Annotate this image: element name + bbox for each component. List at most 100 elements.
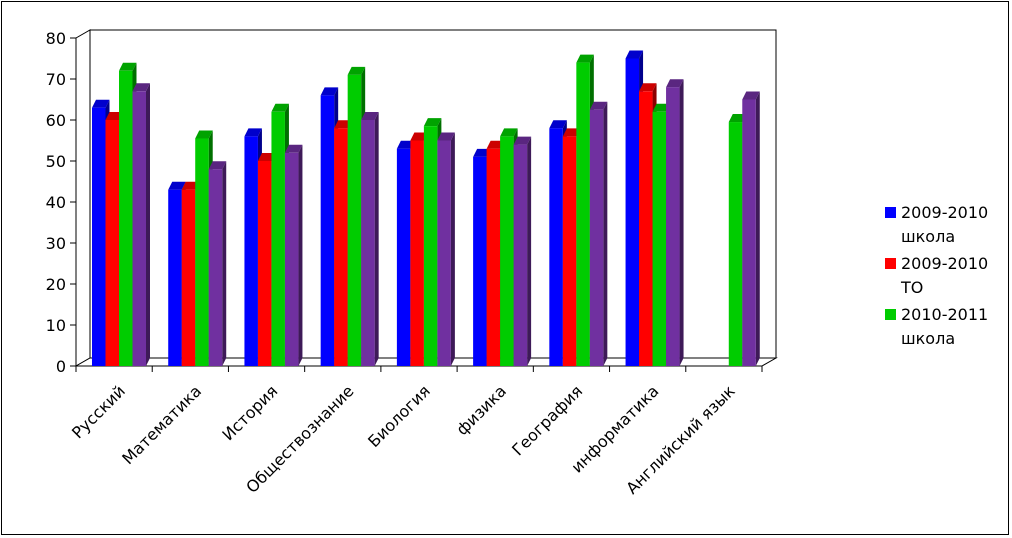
bar-top bbox=[576, 54, 594, 63]
bar-side bbox=[755, 91, 760, 366]
bar-top bbox=[625, 50, 644, 59]
bar-top bbox=[486, 140, 505, 149]
bar-top bbox=[666, 79, 684, 88]
legend-label: ТО bbox=[900, 278, 923, 297]
bar bbox=[92, 107, 106, 366]
bar bbox=[625, 58, 640, 366]
legend-label: 2009-2010 bbox=[901, 254, 988, 273]
y-tick-label: 80 bbox=[46, 29, 66, 48]
legend-label: 2010-2011 bbox=[901, 305, 988, 324]
bar bbox=[347, 74, 362, 367]
bar-top bbox=[473, 148, 491, 157]
category-label: физика bbox=[452, 381, 510, 439]
bar bbox=[473, 156, 487, 366]
bar-top bbox=[639, 83, 657, 92]
bar-top bbox=[549, 120, 567, 129]
bar-top bbox=[423, 118, 442, 127]
y-tick-label: 70 bbox=[46, 70, 66, 89]
bar bbox=[410, 140, 424, 366]
bar bbox=[549, 128, 563, 366]
legend-swatch bbox=[885, 207, 896, 218]
bar-top bbox=[361, 112, 379, 120]
bar-top bbox=[105, 112, 123, 120]
legend-label: 2009-2010 bbox=[901, 203, 988, 222]
bar bbox=[181, 189, 196, 366]
legend-label: школа bbox=[901, 329, 955, 348]
bar-side bbox=[146, 83, 150, 367]
bar bbox=[271, 111, 285, 366]
bar-side bbox=[679, 79, 684, 366]
legend-swatch bbox=[885, 309, 896, 320]
y-tick-label: 40 bbox=[46, 193, 66, 212]
bar bbox=[562, 136, 577, 366]
bar bbox=[334, 128, 348, 366]
bar-top bbox=[168, 181, 186, 190]
bar bbox=[728, 122, 743, 366]
legend-swatch bbox=[885, 258, 896, 269]
category-label: География bbox=[508, 381, 586, 459]
y-tick-label: 30 bbox=[46, 234, 66, 253]
bar-top bbox=[500, 128, 518, 137]
bar-top bbox=[320, 87, 339, 96]
bar bbox=[132, 91, 146, 367]
bar-top bbox=[562, 128, 581, 137]
bar-side bbox=[374, 112, 379, 366]
bar-top bbox=[119, 62, 137, 71]
bar bbox=[105, 120, 119, 366]
bar-top bbox=[271, 103, 289, 112]
side-wall bbox=[75, 29, 91, 367]
bar bbox=[361, 120, 375, 366]
bar-side bbox=[603, 101, 608, 366]
bar bbox=[284, 152, 299, 366]
y-tick-label: 20 bbox=[46, 275, 66, 294]
bar bbox=[208, 169, 223, 366]
bar-top bbox=[181, 181, 200, 190]
bar-top bbox=[347, 66, 366, 75]
bar-top bbox=[589, 101, 608, 110]
bar-top bbox=[513, 136, 532, 145]
bar-top bbox=[396, 140, 415, 149]
bar-top bbox=[410, 132, 428, 141]
y-tick-label: 50 bbox=[46, 152, 66, 171]
bar-side bbox=[450, 132, 455, 366]
y-tick-label: 10 bbox=[46, 316, 66, 335]
category-label: Биология bbox=[364, 381, 434, 451]
category-label: История bbox=[218, 381, 281, 444]
bar bbox=[576, 62, 590, 366]
bar-top bbox=[208, 161, 227, 170]
y-tick-labels: 0 10 20 30 40 50 60 70 80 bbox=[46, 29, 66, 376]
bar bbox=[666, 87, 680, 366]
bars bbox=[92, 50, 760, 367]
bar bbox=[244, 136, 258, 366]
y-tick-label: 60 bbox=[46, 111, 66, 130]
bar-top bbox=[437, 132, 455, 141]
bar-top bbox=[92, 99, 110, 108]
bar-side bbox=[222, 161, 227, 366]
bar-top bbox=[244, 128, 262, 137]
bar bbox=[257, 161, 272, 366]
bar bbox=[396, 148, 411, 366]
bar bbox=[513, 144, 528, 366]
bar bbox=[119, 70, 133, 367]
category-label: Русский bbox=[68, 381, 129, 442]
bar-top bbox=[132, 83, 150, 92]
legend: 2009-2010 школа 2009-2010 ТО 2010-2011 школа bbox=[885, 203, 988, 348]
bar bbox=[652, 111, 667, 366]
bar-top bbox=[742, 91, 760, 100]
bar bbox=[423, 126, 438, 367]
bar bbox=[486, 148, 501, 366]
legend-label: школа bbox=[901, 227, 955, 246]
bar-top bbox=[652, 103, 671, 112]
category-label: Математика bbox=[118, 381, 205, 468]
bar bbox=[195, 138, 209, 366]
bar-top bbox=[257, 153, 276, 161]
bar bbox=[742, 99, 756, 366]
y-tick-label: 0 bbox=[56, 357, 66, 376]
bar bbox=[320, 95, 335, 367]
bar-top bbox=[195, 130, 213, 139]
bar-side bbox=[298, 144, 303, 366]
bar bbox=[500, 136, 514, 366]
bar bbox=[639, 91, 653, 367]
